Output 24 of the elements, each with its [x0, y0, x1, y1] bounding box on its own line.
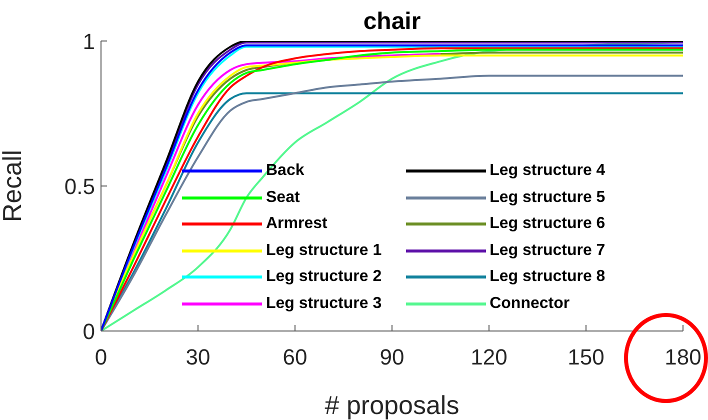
y-tick-label: 0.5 — [64, 174, 95, 199]
legend-label: Leg structure 2 — [266, 268, 382, 286]
legend-label: Leg structure 3 — [266, 294, 382, 313]
x-tick-label: 150 — [568, 344, 604, 370]
y-tick-label: 1 — [82, 28, 95, 54]
legend-label: Back — [266, 162, 304, 180]
legend-label: Leg structure 6 — [490, 215, 606, 234]
legend-label: Leg structure 7 — [490, 242, 606, 260]
chart-title: chair — [362, 8, 422, 36]
legend-label: Leg structure 4 — [490, 162, 606, 180]
x-tick-label: 120 — [470, 344, 508, 370]
legend-label: Leg structure 1 — [266, 242, 382, 260]
x-tick-label: 30 — [186, 344, 210, 370]
legend-label: Leg structure 8 — [490, 268, 606, 286]
x-tick-label: 60 — [282, 344, 308, 370]
legend-label: Armrest — [266, 215, 328, 234]
y-axis-title: Recall — [0, 150, 28, 222]
legend-label: Seat — [266, 188, 300, 207]
legend-label: Connector — [490, 294, 570, 313]
x-tick-label: 90 — [380, 344, 404, 370]
legend-label: Leg structure 5 — [490, 188, 606, 207]
x-tick-label: 180 — [664, 344, 702, 370]
y-tick-label: 0 — [82, 318, 95, 344]
x-axis-title: # proposals — [324, 390, 460, 420]
